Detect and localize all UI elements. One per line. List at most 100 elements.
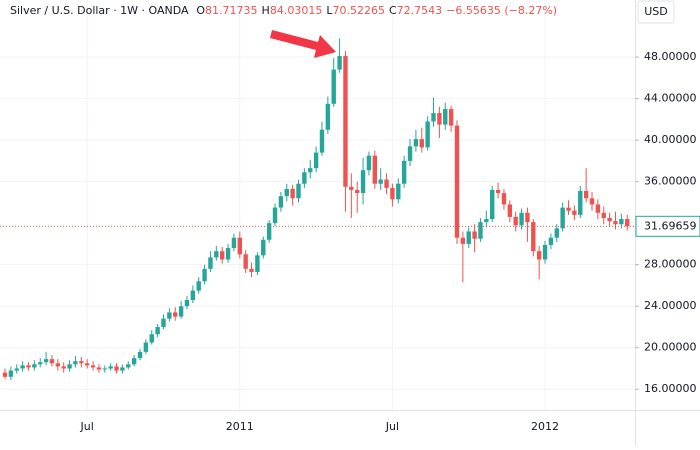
candle-body bbox=[601, 212, 606, 218]
candle-body bbox=[143, 342, 149, 352]
ohlc-value: 81.71735 bbox=[205, 4, 258, 17]
candle-body bbox=[454, 125, 460, 238]
candle-body bbox=[219, 251, 225, 260]
candle-body bbox=[237, 237, 242, 255]
candle-body bbox=[536, 251, 542, 260]
candle-body bbox=[331, 69, 336, 104]
candle-body bbox=[425, 121, 430, 148]
y-tick-label: 48.00000 bbox=[644, 50, 697, 63]
y-tick-label: 16.00000 bbox=[644, 382, 697, 395]
candle-body bbox=[266, 223, 272, 240]
y-tick-label: 40.00000 bbox=[644, 133, 697, 146]
candle-body bbox=[595, 204, 601, 213]
candle-body bbox=[343, 56, 348, 187]
candle-body bbox=[167, 312, 172, 319]
candle-body bbox=[355, 189, 360, 194]
x-tick-label: 2011 bbox=[226, 420, 254, 433]
candle-body bbox=[589, 198, 595, 205]
candle-body bbox=[114, 366, 119, 371]
candle-body bbox=[96, 367, 102, 370]
candle-body bbox=[32, 364, 37, 368]
candle-body bbox=[542, 244, 548, 260]
candle-body bbox=[619, 219, 624, 225]
candle-body bbox=[149, 334, 154, 343]
ohlc-letter: C bbox=[389, 4, 397, 17]
x-tick-label: Jul bbox=[80, 420, 94, 433]
candle-body bbox=[73, 361, 78, 365]
candle-body bbox=[290, 188, 295, 199]
annotation-arrow bbox=[270, 30, 336, 58]
currency: USD bbox=[644, 5, 668, 18]
candle-body bbox=[79, 361, 84, 364]
candle-body bbox=[120, 367, 125, 371]
legend-header: Silver / U.S. Dollar · 1W · OANDA O81.717… bbox=[10, 4, 557, 17]
candle-body bbox=[284, 188, 289, 197]
ohlc-letter: H bbox=[262, 4, 270, 17]
candle-body bbox=[178, 306, 184, 317]
candle-body bbox=[360, 170, 366, 194]
candle-body bbox=[572, 210, 577, 215]
candle-body bbox=[390, 187, 395, 200]
candle-body bbox=[495, 189, 501, 194]
candle-body bbox=[525, 212, 530, 223]
candles bbox=[2, 38, 630, 380]
candle-body bbox=[255, 255, 260, 272]
candle-body bbox=[67, 364, 72, 369]
candle-body bbox=[519, 212, 524, 226]
last-price-box bbox=[635, 215, 700, 237]
candle-body bbox=[126, 364, 131, 368]
candle-body bbox=[490, 189, 495, 220]
candle-body bbox=[243, 254, 248, 269]
candle-body bbox=[625, 219, 630, 227]
candle-body bbox=[513, 216, 518, 226]
candle-body bbox=[325, 103, 331, 130]
candle-body bbox=[378, 179, 383, 184]
candle-body bbox=[131, 358, 137, 365]
candle-body bbox=[184, 299, 190, 307]
candle-body bbox=[55, 363, 61, 367]
candle-body bbox=[61, 366, 66, 369]
y-tick-label: 44.00000 bbox=[644, 92, 697, 105]
candle-body bbox=[225, 248, 231, 260]
candle-body bbox=[466, 231, 471, 244]
candle-body bbox=[313, 152, 319, 169]
candle-body bbox=[583, 190, 589, 199]
candle-body bbox=[478, 222, 483, 239]
candle-body bbox=[337, 56, 342, 70]
candle-body bbox=[20, 365, 25, 369]
candle-body bbox=[384, 179, 389, 188]
candle-body bbox=[137, 351, 143, 359]
candle-body bbox=[208, 257, 213, 269]
candle-body bbox=[578, 190, 583, 215]
y-tick-label: 24.00000 bbox=[644, 299, 697, 312]
candle-body bbox=[202, 268, 207, 282]
candle-body bbox=[261, 239, 266, 256]
ohlc-letter: L bbox=[326, 4, 333, 17]
candle-body bbox=[460, 237, 466, 244]
candle-body bbox=[249, 268, 254, 272]
candle-body bbox=[554, 228, 559, 238]
candle-body bbox=[26, 365, 31, 368]
candle-body bbox=[90, 365, 96, 368]
candle-body bbox=[607, 217, 612, 222]
candle-body bbox=[560, 207, 565, 229]
candle-body bbox=[319, 129, 325, 153]
candle-body bbox=[437, 113, 442, 125]
currency-box[interactable] bbox=[637, 0, 675, 24]
candle-body bbox=[501, 193, 507, 205]
candle-body bbox=[349, 186, 354, 190]
candle-body bbox=[396, 183, 401, 200]
symbol: Silver / U.S. Dollar · 1W · OANDA bbox=[10, 4, 189, 17]
candle-body bbox=[372, 155, 378, 184]
candle-body bbox=[548, 237, 554, 245]
candle-body bbox=[507, 204, 513, 217]
candle-body bbox=[401, 160, 407, 184]
candle-body bbox=[366, 155, 372, 171]
x-tick-label: 2012 bbox=[531, 420, 559, 433]
candle-body bbox=[419, 139, 424, 148]
candle-body bbox=[108, 366, 113, 369]
candle-body bbox=[214, 251, 219, 258]
candle-body bbox=[2, 372, 8, 377]
